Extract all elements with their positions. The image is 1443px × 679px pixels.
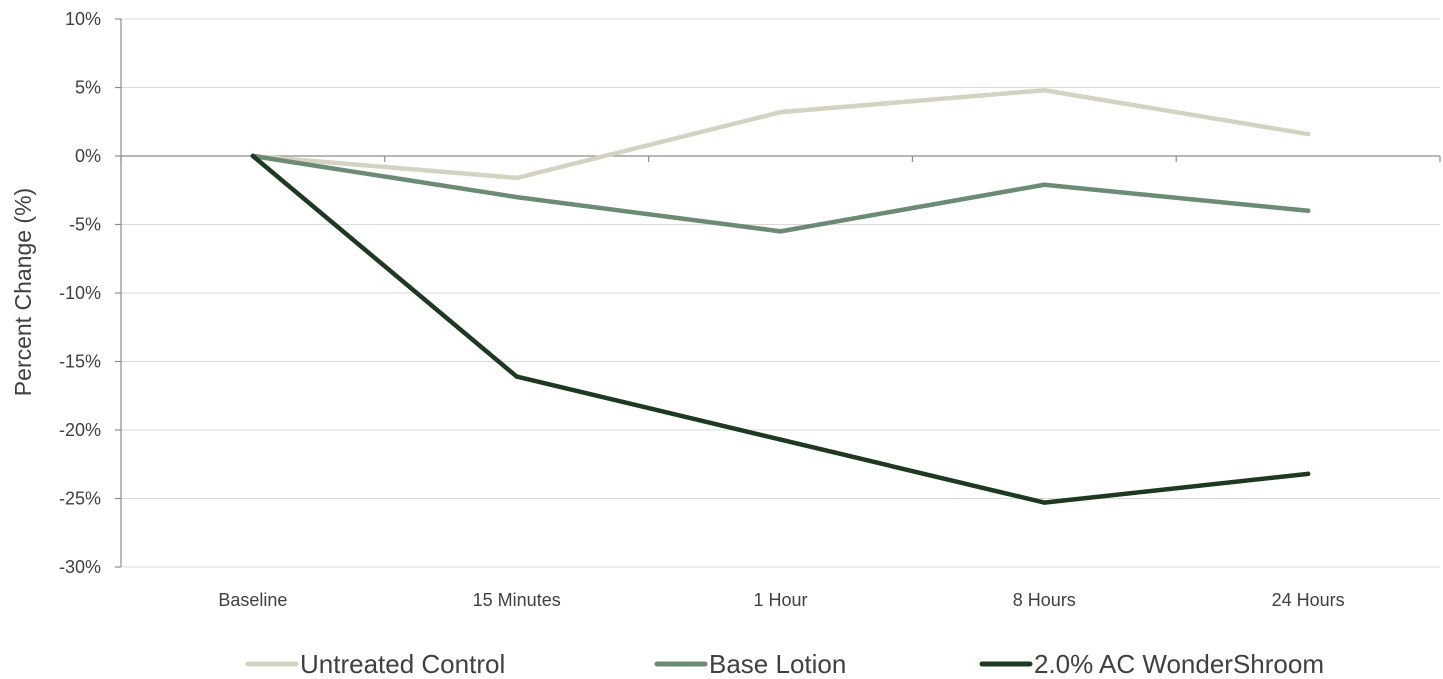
grid-lines <box>121 18 1440 568</box>
series-line-2-0-ac-wondershroom <box>250 153 1311 505</box>
x-tick-label: Baseline <box>218 590 287 610</box>
legend-label: 2.0% AC WonderShroom <box>1034 649 1324 679</box>
x-tick-labels: Baseline 15 Minutes 1 Hour 8 Hours 24 Hours <box>218 590 1344 610</box>
y-axis-title: Percent Change (%) <box>10 188 36 396</box>
data-point-2-0-ac-wondershroom <box>1042 500 1047 505</box>
data-point-untreated-control <box>1042 88 1047 93</box>
legend: Untreated Control Base Lotion 2.0% AC Wond… <box>245 649 1324 679</box>
data-point-2-0-ac-wondershroom <box>250 153 256 159</box>
data-point-2-0-ac-wondershroom <box>1305 471 1311 477</box>
y-tick-label: -25% <box>59 489 101 509</box>
y-tick-label: -10% <box>59 283 101 303</box>
data-point-base-lotion <box>778 229 783 234</box>
data-point-untreated-control <box>514 175 519 181</box>
x-tick-label: 8 Hours <box>1013 590 1076 610</box>
axes <box>115 18 1441 568</box>
x-tick-label: 15 Minutes <box>473 590 561 610</box>
y-tick-label: 10% <box>65 9 101 29</box>
data-point-2-0-ac-wondershroom <box>778 437 783 442</box>
y-tick-label: 5% <box>75 78 101 98</box>
y-tick-label: -5% <box>69 215 101 235</box>
series-line-untreated-control <box>250 87 1311 181</box>
y-tick-labels: 10% 5% 0% -5% -10% -15% -20% -25% -30% <box>59 9 101 577</box>
data-point-untreated-control <box>778 109 783 115</box>
y-tick-label: -15% <box>59 352 101 372</box>
data-point-base-lotion <box>514 194 519 200</box>
data-point-2-0-ac-wondershroom <box>514 374 519 379</box>
legend-label: Base Lotion <box>709 649 846 679</box>
data-point-base-lotion <box>1305 208 1311 213</box>
y-tick-label: 0% <box>75 146 101 166</box>
legend-label: Untreated Control <box>300 649 505 679</box>
data-point-untreated-control <box>1305 131 1311 137</box>
x-tick-label: 24 Hours <box>1272 590 1345 610</box>
y-tick-label: -30% <box>59 557 101 577</box>
y-tick-label: -20% <box>59 420 101 440</box>
x-tick-label: 1 Hour <box>753 590 807 610</box>
data-point-base-lotion <box>1042 182 1047 187</box>
series-lines <box>250 87 1311 505</box>
